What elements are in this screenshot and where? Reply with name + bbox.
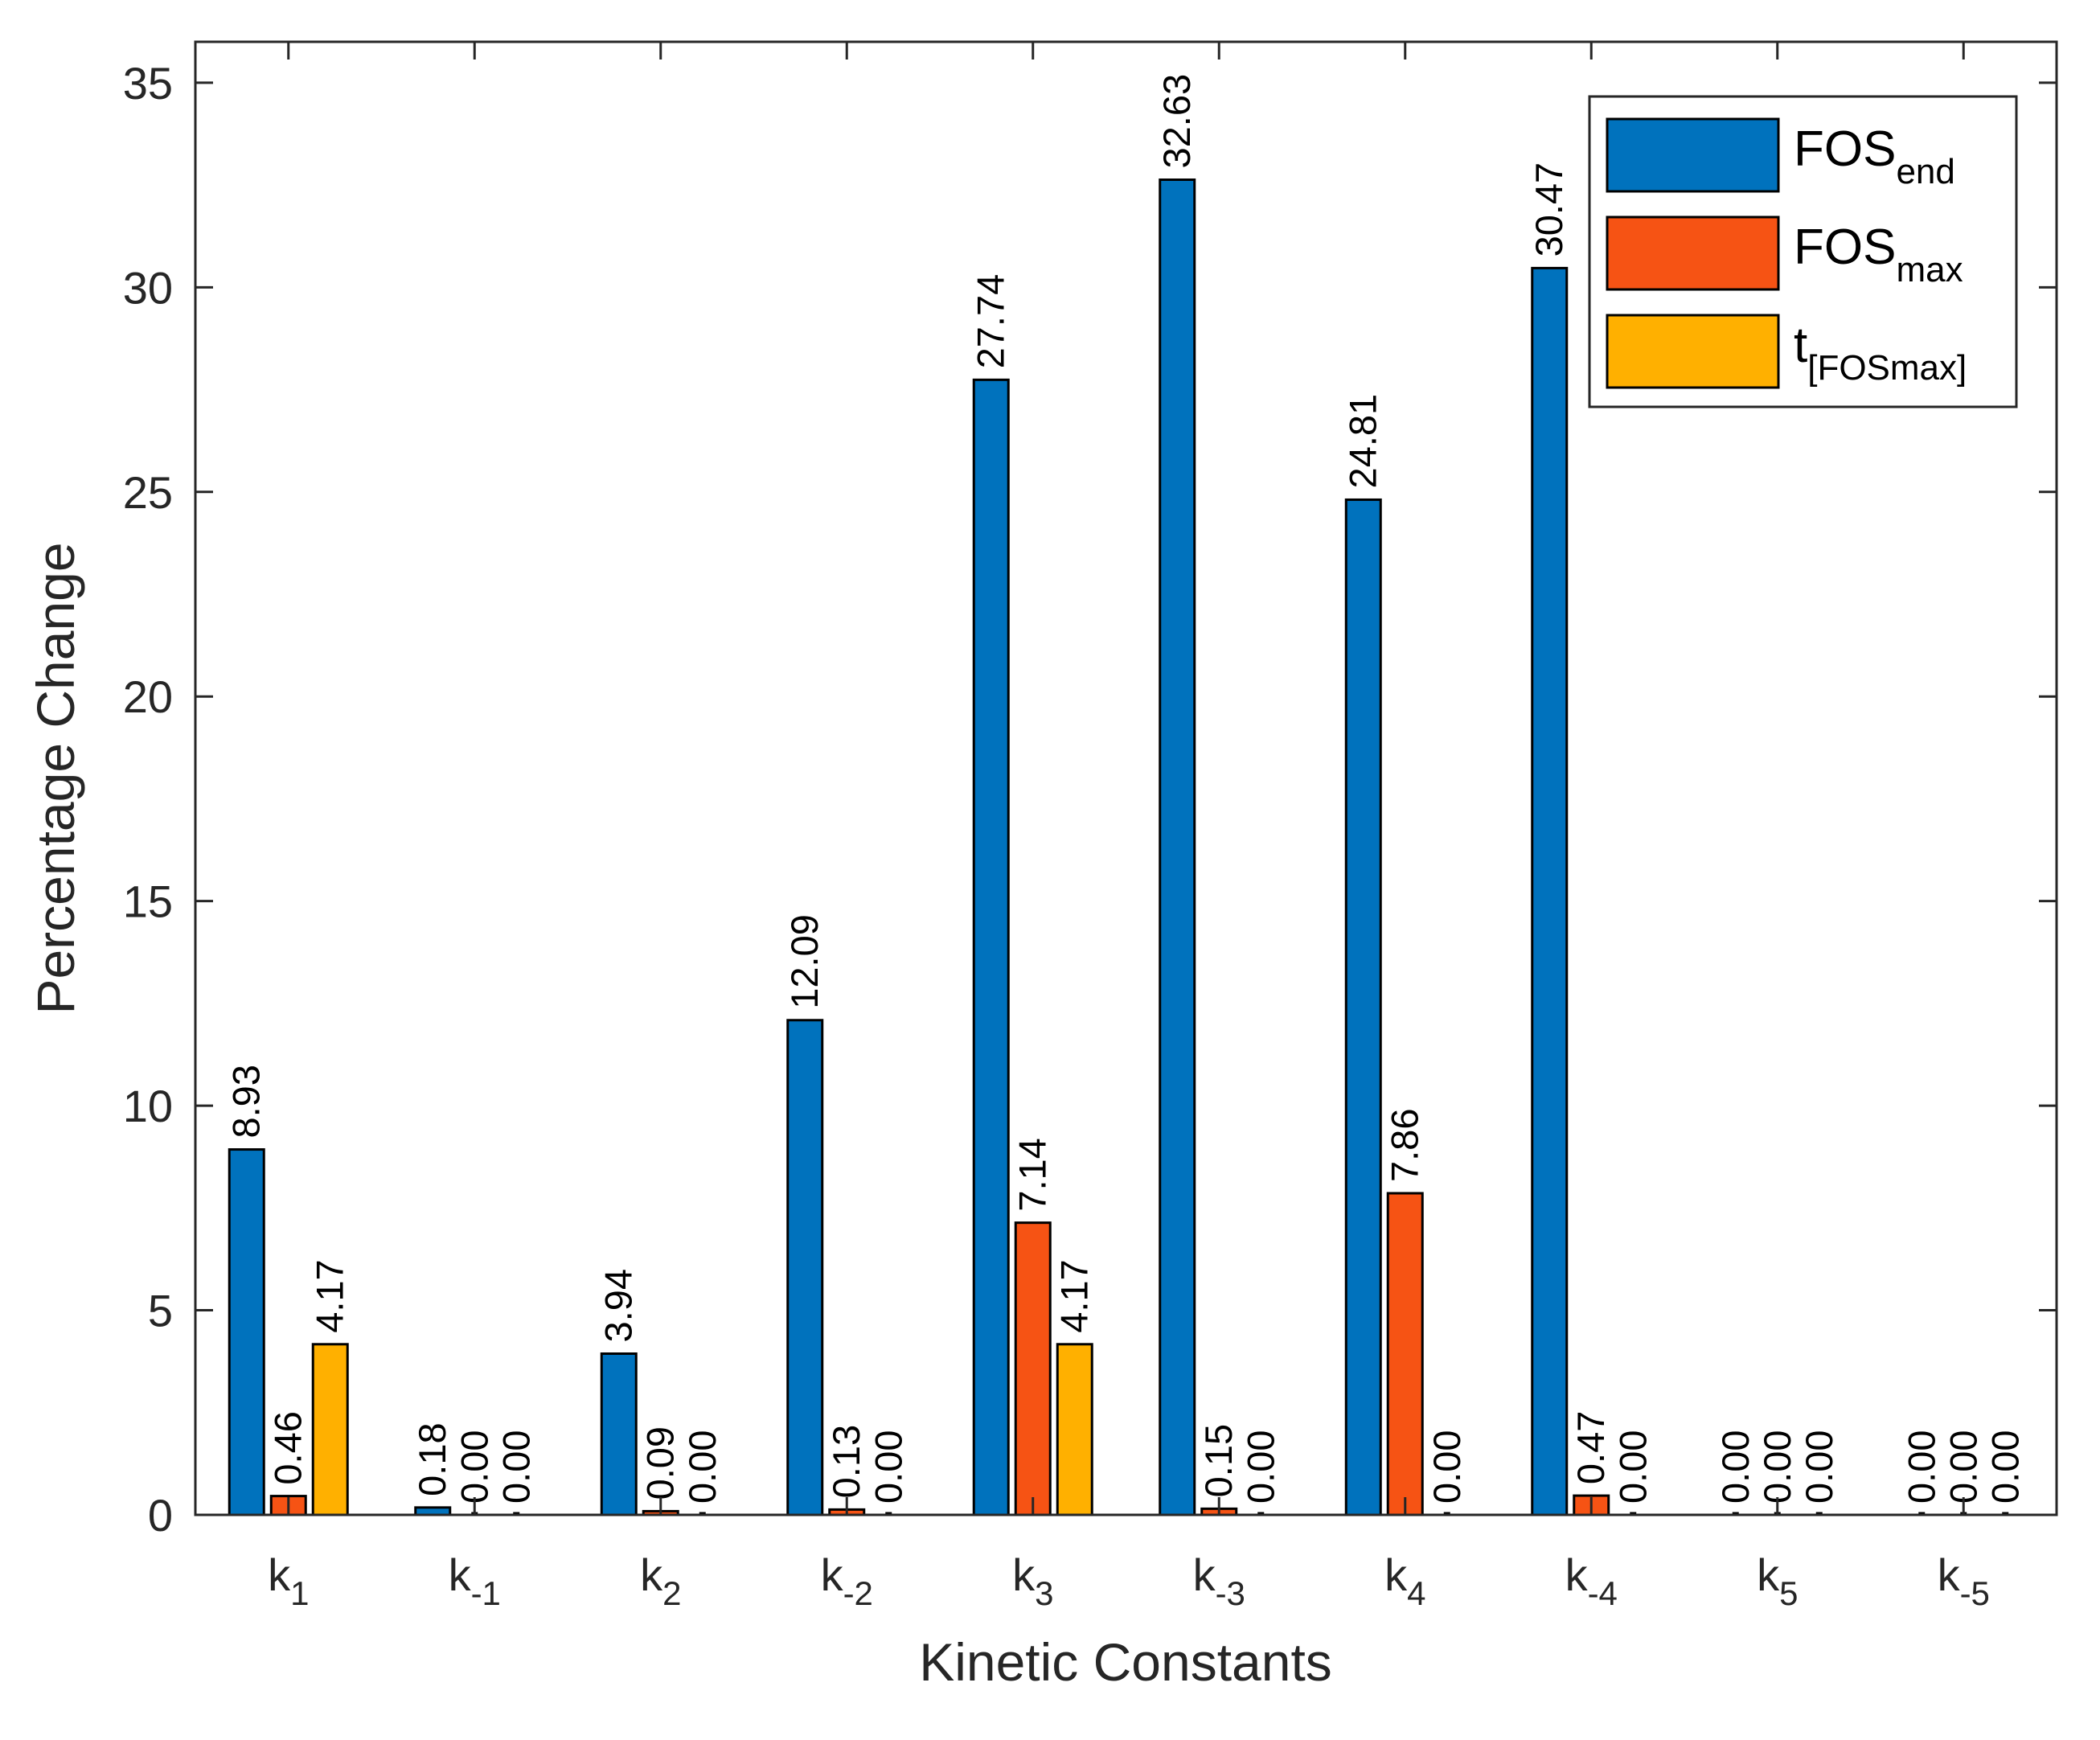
bar-data-label: 0.00 — [1900, 1430, 1942, 1504]
legend-swatch — [1606, 117, 1780, 193]
bar-data-label: 0.09 — [639, 1426, 682, 1500]
x-axis-title: Kinetic Constants — [919, 1632, 1332, 1692]
bar-data-label: 0.00 — [1425, 1430, 1468, 1504]
legend-entry-base: FOS — [1794, 220, 1896, 275]
x-tick-label-base: k — [1938, 1549, 1961, 1600]
bar — [600, 1352, 638, 1516]
legend-swatch — [1606, 314, 1780, 389]
bar-data-label: 0.00 — [494, 1430, 537, 1504]
x-tick-label-subscript: 1 — [290, 1574, 309, 1612]
bar-data-label: 30.47 — [1528, 162, 1570, 257]
x-tick-label-subscript: -1 — [471, 1574, 501, 1612]
y-tick-label: 25 — [123, 467, 173, 518]
x-tick-label: k-2 — [821, 1549, 873, 1612]
bar-data-label: 0.46 — [267, 1411, 310, 1484]
x-tick-label-subscript: -5 — [1960, 1574, 1990, 1612]
legend-entry-base: t — [1794, 318, 1807, 373]
x-tick-label-subscript: -4 — [1588, 1574, 1618, 1612]
x-tick-label-subscript: 5 — [1779, 1574, 1798, 1612]
legend-entry: FOSmax — [1794, 220, 1963, 289]
x-axis: k1 k-1 k2 k-2 k3 k-3 k4 k-4 k5 k-5 — [268, 42, 1990, 1612]
y-tick-label: 15 — [123, 876, 173, 927]
legend-entry-subscript: max — [1896, 250, 1963, 289]
x-tick-label-base: k — [1384, 1549, 1408, 1600]
bar — [1531, 266, 1569, 1516]
bar-data-label: 0.00 — [1611, 1430, 1654, 1504]
plot-area-frame — [194, 40, 2058, 1516]
bar-data-label: 0.18 — [411, 1422, 453, 1496]
x-tick-label: k-4 — [1565, 1549, 1618, 1612]
bar — [1056, 1343, 1093, 1516]
legend-swatch — [1606, 215, 1780, 291]
y-tick-label: 20 — [123, 671, 173, 722]
bar-data-label: 12.09 — [783, 914, 826, 1009]
x-tick-label: k3 — [1012, 1549, 1053, 1612]
x-tick-label-base: k — [640, 1549, 663, 1600]
y-tick-label: 10 — [123, 1081, 173, 1131]
bar — [1386, 1192, 1424, 1516]
x-tick-label-subscript: -3 — [1216, 1574, 1245, 1612]
y-tick-label: 0 — [148, 1490, 173, 1541]
x-tick-label-base: k — [1012, 1549, 1036, 1600]
x-tick-label: k4 — [1384, 1549, 1425, 1612]
x-tick-label: k-3 — [1193, 1549, 1245, 1612]
x-tick-label-base: k — [268, 1549, 291, 1600]
x-tick-label-base: k — [1757, 1549, 1780, 1600]
bar — [311, 1343, 349, 1516]
bar-data-label: 0.15 — [1197, 1424, 1240, 1497]
x-tick-label-subscript: 4 — [1407, 1574, 1425, 1612]
bar-data-label: 0.13 — [825, 1425, 867, 1498]
x-tick-label-subscript: 2 — [662, 1574, 681, 1612]
x-tick-label-base: k — [1193, 1549, 1216, 1600]
bar-data-label: 7.86 — [1384, 1109, 1426, 1182]
bar-data-label: 0.00 — [681, 1430, 724, 1504]
y-tick-label: 35 — [123, 58, 173, 109]
bar — [972, 378, 1010, 1516]
x-tick-label: k1 — [268, 1549, 309, 1612]
legend-entry-subscript: end — [1896, 152, 1954, 191]
bar-data-label: 3.94 — [597, 1269, 640, 1342]
bar-data-label: 0.00 — [1714, 1430, 1757, 1504]
bar — [1014, 1221, 1052, 1516]
bar-data-label: 0.00 — [1983, 1430, 2026, 1504]
bar-data-label: 0.47 — [1569, 1411, 1612, 1484]
x-tick-label: k5 — [1757, 1549, 1798, 1612]
bar-data-label: 0.00 — [453, 1430, 495, 1504]
bar-data-label: 0.00 — [1942, 1430, 1984, 1504]
y-axis-title: Percentage Change — [26, 542, 85, 1014]
bar-labels-group: 8.930.464.170.18 0.00 0.003.940.09 0.0012.0… — [225, 74, 2027, 1504]
bar — [228, 1148, 265, 1516]
y-axis: 0 5 10 15 20 25 30 35 — [123, 58, 2057, 1541]
bar-data-label: 0.00 — [1239, 1430, 1282, 1504]
bar-data-label: 0.00 — [1798, 1430, 1840, 1504]
bar-data-label: 7.14 — [1011, 1138, 1054, 1211]
bar — [1344, 498, 1382, 1516]
bar-data-label: 8.93 — [225, 1065, 268, 1138]
y-tick-label: 30 — [123, 262, 173, 313]
legend-entry-subscript: [FOSmax] — [1807, 348, 1967, 388]
bar-data-label: 27.74 — [970, 274, 1012, 369]
x-tick-label-subscript: -2 — [843, 1574, 873, 1612]
legend-entry: FOSend — [1794, 121, 1955, 191]
x-tick-label: k2 — [640, 1549, 681, 1612]
y-tick-label: 5 — [148, 1286, 173, 1336]
bar-data-label: 0.00 — [867, 1430, 909, 1504]
x-tick-label-base: k — [449, 1549, 472, 1600]
bar — [1159, 178, 1196, 1516]
bar-data-label: 32.63 — [1155, 74, 1198, 169]
x-tick-label-base: k — [821, 1549, 844, 1600]
bar-data-label: 4.17 — [1053, 1259, 1096, 1332]
bar — [786, 1019, 824, 1516]
bar-data-label: 4.17 — [309, 1259, 351, 1332]
x-tick-label-subscript: 3 — [1035, 1574, 1053, 1612]
x-tick-label: k-1 — [449, 1549, 501, 1612]
legend-entry-base: FOS — [1794, 121, 1896, 177]
bar-data-label: 0.00 — [1756, 1430, 1799, 1504]
legend-entry: t[FOSmax] — [1794, 318, 1967, 388]
x-tick-label-base: k — [1565, 1549, 1589, 1600]
x-tick-label: k-5 — [1938, 1549, 1990, 1612]
bar-data-label: 24.81 — [1342, 394, 1384, 489]
